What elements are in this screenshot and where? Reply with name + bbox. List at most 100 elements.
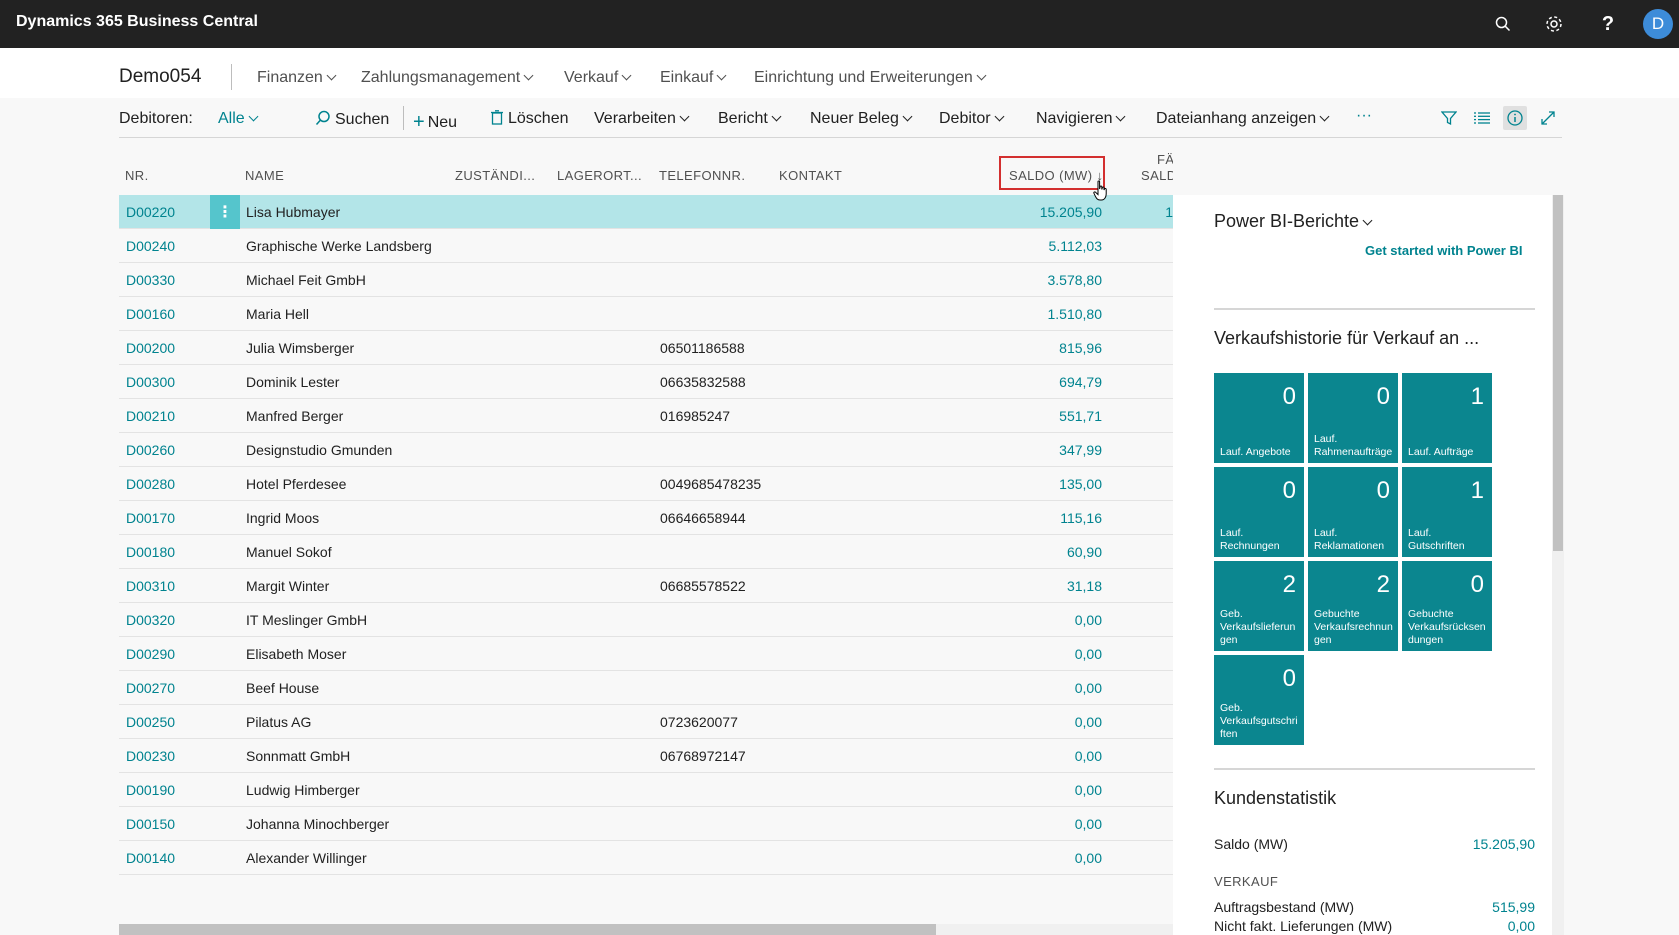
table-row[interactable]: D00210 Manfred Berger 016985247 551,71 [119,399,1173,433]
delete-button[interactable]: Löschen [491,110,569,128]
customer-name[interactable]: Ingrid Moos [246,510,320,526]
customer-balance[interactable]: 0,00 [1074,850,1102,866]
sales-history-tile[interactable]: 1 Lauf. Gutschriften [1402,467,1492,557]
customer-balance[interactable]: 135,00 [1059,476,1102,492]
customer-number-link[interactable]: D00200 [126,340,176,356]
vertical-scrollbar-thumb[interactable] [1553,195,1563,551]
customer-due-balance[interactable]: 1 [1165,204,1173,220]
customer-number-link[interactable]: D00230 [126,748,176,764]
sales-history-tile[interactable]: 2 Geb. Verkaufslieferungen [1214,561,1304,651]
sales-history-tile[interactable]: 0 Lauf. Rechnungen [1214,467,1304,557]
horizontal-scrollbar-thumb[interactable] [119,924,936,935]
customer-number-link[interactable]: D00240 [126,238,176,254]
customer-name[interactable]: Lisa Hubmayer [246,204,341,220]
column-header-phone[interactable]: TELEFONNR. [659,168,746,183]
table-row[interactable]: D00320 IT Meslinger GmbH 0,00 [119,603,1173,637]
customer-number-link[interactable]: D00310 [126,578,176,594]
table-row[interactable]: D00180 Manuel Sokof 60,90 [119,535,1173,569]
nav-item-verkauf[interactable]: Verkauf [564,69,632,87]
column-header-balance[interactable]: SALDO (MW) ↓ [1009,168,1104,183]
table-row[interactable]: D00240 Graphische Werke Landsberg 5.112,03 [119,229,1173,263]
customer-name[interactable]: Michael Feit GmbH [246,272,366,288]
customer-number-link[interactable]: D00320 [126,612,176,628]
nav-item-finanzen[interactable]: Finanzen [257,69,337,87]
customer-number-link[interactable]: D00300 [126,374,176,390]
customer-name[interactable]: Sonnmatt GmbH [246,748,351,764]
customer-balance[interactable]: 0,00 [1074,748,1102,764]
column-header-contact[interactable]: KONTAKT [779,168,843,183]
column-header-responsible[interactable]: ZUSTÄNDI... [455,168,536,183]
customer-name[interactable]: Dominik Lester [246,374,340,390]
customer-number-link[interactable]: D00330 [126,272,176,288]
column-header-due[interactable]: SALD [1141,168,1173,183]
customer-name[interactable]: Ludwig Himberger [246,782,360,798]
customer-number-link[interactable]: D00190 [126,782,176,798]
customer-balance[interactable]: 115,16 [1060,510,1102,526]
customer-menu[interactable]: Debitor [939,110,1005,128]
customer-number-link[interactable]: D00150 [126,816,176,832]
customer-name[interactable]: Alexander Willinger [246,850,367,866]
balance-value[interactable]: 15.205,90 [1472,836,1535,852]
filter-dropdown[interactable]: Alle [218,110,259,128]
table-row[interactable]: D00310 Margit Winter 06685578522 31,18 [119,569,1173,603]
table-row[interactable]: D00150 Johanna Minochberger 0,00 [119,807,1173,841]
table-row[interactable]: D00200 Julia Wimsberger 06501186588 815,96 [119,331,1173,365]
customer-name[interactable]: Johanna Minochberger [246,816,390,832]
customer-number-link[interactable]: D00140 [126,850,176,866]
customer-balance[interactable]: 31,18 [1066,578,1102,594]
customer-name[interactable]: Graphische Werke Landsberg [246,238,432,254]
customer-balance[interactable]: 0,00 [1074,714,1102,730]
sales-history-tile[interactable]: 0 Lauf. Rahmenaufträge [1308,373,1398,463]
more-options-button[interactable]: ··· [1356,107,1372,124]
sales-history-tile[interactable]: 0 Geb. Verkaufsgutschriften [1214,655,1304,745]
table-row[interactable]: D00140 Alexander Willinger 0,00 [119,841,1173,875]
customer-balance[interactable]: 0,00 [1074,680,1102,696]
search-button[interactable]: Suchen [315,110,389,129]
sales-history-tile[interactable]: 1 Lauf. Aufträge [1402,373,1492,463]
powerbi-link[interactable]: Get started with Power BI [1365,243,1523,258]
customer-number-link[interactable]: D00290 [126,646,176,662]
nav-item-zahlungsmanagement[interactable]: Zahlungsmanagement [361,69,534,87]
attachments-menu[interactable]: Dateianhang anzeigen [1156,110,1330,128]
report-menu[interactable]: Bericht [718,110,782,128]
help-icon[interactable]: ? [1601,12,1615,35]
customer-name[interactable]: IT Meslinger GmbH [246,612,368,628]
list-view-icon[interactable] [1470,106,1494,130]
table-row[interactable]: D00220 Lisa Hubmayer 15.205,90 1 ⋮ [119,195,1173,229]
expand-icon[interactable] [1536,106,1560,130]
customer-balance[interactable]: 0,00 [1074,782,1102,798]
customer-number-link[interactable]: D00220 [126,204,176,220]
customer-balance[interactable]: 815,96 [1059,340,1102,356]
customer-name[interactable]: Julia Wimsberger [246,340,355,356]
customer-name[interactable]: Designstudio Gmunden [246,442,393,458]
powerbi-title[interactable]: Power BI-Berichte [1214,211,1373,232]
sales-history-tile[interactable]: 0 Lauf. Reklamationen [1308,467,1398,557]
table-row[interactable]: D00300 Dominik Lester 06635832588 694,79 [119,365,1173,399]
row-menu-icon[interactable]: ⋮ [210,195,240,229]
customer-name[interactable]: Maria Hell [246,306,310,322]
customer-number-link[interactable]: D00210 [126,408,176,424]
table-row[interactable]: D00250 Pilatus AG 0723620077 0,00 [119,705,1173,739]
customer-balance[interactable]: 60,90 [1066,544,1102,560]
column-header-nr[interactable]: NR. [125,168,149,183]
customer-name[interactable]: Pilatus AG [246,714,312,730]
column-header-due-top[interactable]: FÄ [1157,152,1173,167]
company-name[interactable]: Demo054 [119,66,202,87]
customer-balance[interactable]: 0,00 [1074,612,1102,628]
customer-balance[interactable]: 0,00 [1074,646,1102,662]
table-row[interactable]: D00280 Hotel Pferdesee 0049685478235 135,00 [119,467,1173,501]
navigate-menu[interactable]: Navigieren [1036,110,1126,128]
customer-balance[interactable]: 347,99 [1059,442,1102,458]
nav-item-einrichtung[interactable]: Einrichtung und Erweiterungen [754,69,987,87]
customer-balance[interactable]: 694,79 [1059,374,1102,390]
table-row[interactable]: D00190 Ludwig Himberger 0,00 [119,773,1173,807]
table-row[interactable]: D00330 Michael Feit GmbH 3.578,80 [119,263,1173,297]
customer-balance[interactable]: 15.205,90 [1039,204,1102,220]
customer-number-link[interactable]: D00160 [126,306,176,322]
app-title[interactable]: Dynamics 365 Business Central [16,13,258,30]
new-button[interactable]: + Neu [413,111,458,133]
new-document-menu[interactable]: Neuer Beleg [810,110,913,128]
customer-balance[interactable]: 5.112,03 [1048,238,1102,254]
column-header-name[interactable]: NAME [245,168,285,183]
customer-number-link[interactable]: D00280 [126,476,176,492]
